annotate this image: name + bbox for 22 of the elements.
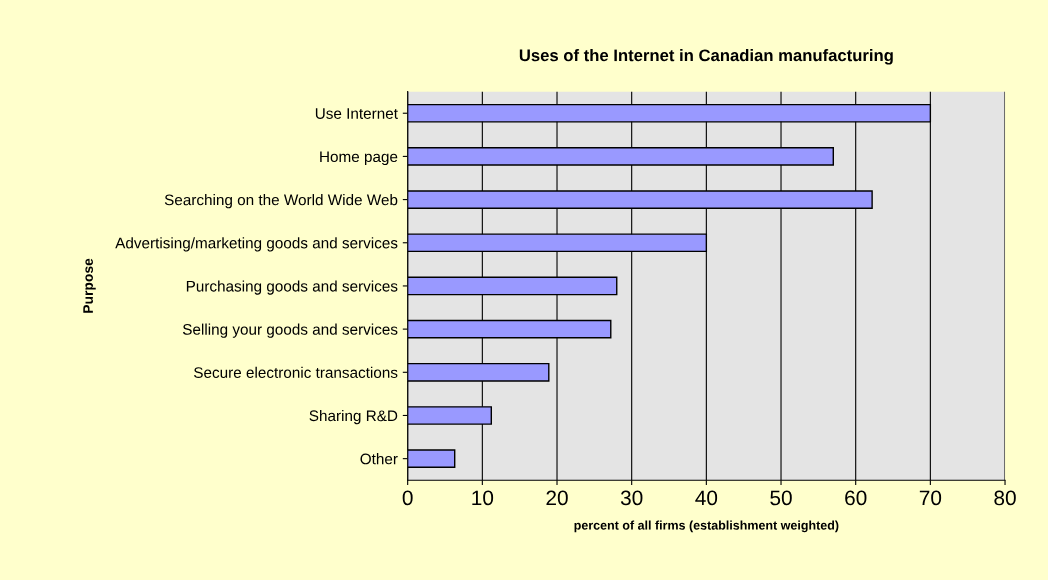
x-tick-label: 80 [994,490,1016,506]
x-tick-label: 30 [620,490,643,506]
y-axis-title: Purpose [83,258,96,313]
y-tick-label: Searching on the World Wide Web [164,194,398,209]
y-tick-label: Sharing R&D [309,409,398,425]
bar [407,449,456,468]
x-tick-label: 20 [546,490,568,506]
y-tick-label: Selling your goods and services [182,323,398,338]
y-tick-label: Other [360,453,398,465]
y-tick-label: Purchasing goods and services [186,280,398,295]
y-tick-label: Secure electronic transactions [194,366,398,378]
x-axis-title: percent of all firms (establishment weighted) [574,520,839,533]
y-tick-label: Home page [320,151,398,166]
chart-title: Uses of the Internet in Canadian manufacturing [519,49,893,65]
x-tick-label: 50 [770,490,792,506]
x-tick-label: 70 [919,490,942,506]
y-tick-label: Advertising/marketing goods and services [115,237,398,252]
x-tick-label: 40 [695,490,718,506]
x-tick-label: 60 [845,490,867,506]
x-tick-label: 10 [472,490,494,506]
y-tick-label: Use Internet [315,108,398,119]
x-tick-label: 0 [402,490,413,506]
